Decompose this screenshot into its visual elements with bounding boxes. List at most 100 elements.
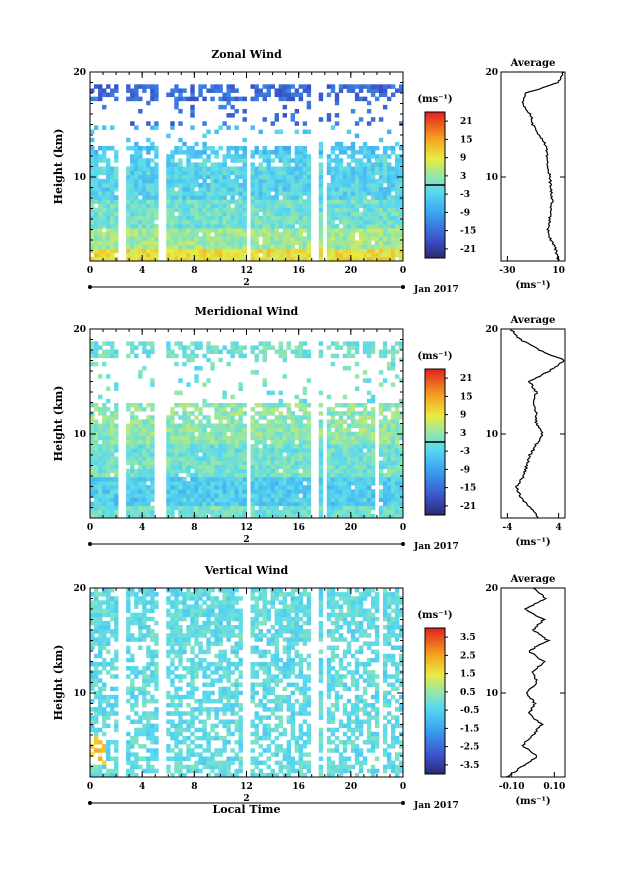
heatmap-cell xyxy=(282,203,288,208)
heatmap-cell xyxy=(270,435,275,441)
heatmap-cell xyxy=(94,501,99,507)
heatmap-cell xyxy=(138,731,143,737)
heatmap-cell xyxy=(90,435,95,441)
heatmap-cell xyxy=(166,756,171,761)
heatmap-cell xyxy=(106,166,111,172)
heatmap-cell xyxy=(114,154,119,159)
heatmap-cell xyxy=(226,211,231,217)
heatmap-cell xyxy=(202,207,207,213)
heatmap-cell xyxy=(218,244,223,250)
heatmap-cell xyxy=(146,493,151,498)
heatmap-cell xyxy=(330,166,336,172)
heatmap-cell xyxy=(278,460,284,465)
heatmap-cell xyxy=(398,207,404,213)
heatmap-cell xyxy=(102,460,107,465)
heatmap-cell xyxy=(330,224,336,229)
heatmap-cell xyxy=(254,228,259,233)
heatmap-cell xyxy=(134,252,139,258)
heatmap-cell xyxy=(182,719,187,724)
heatmap-cell xyxy=(302,386,308,392)
heatmap-cell xyxy=(278,207,284,213)
heatmap-cell xyxy=(398,398,404,404)
heatmap-cell xyxy=(370,493,376,498)
heatmap-cell xyxy=(286,182,292,188)
heatmap-cell xyxy=(126,690,131,696)
heatmap-cell xyxy=(274,240,279,245)
heatmap-cell xyxy=(242,178,247,184)
heatmap-cell xyxy=(342,452,348,457)
heatmap-cell xyxy=(242,96,247,102)
heatmap-cell xyxy=(290,419,296,424)
heatmap-cell xyxy=(130,612,135,618)
heatmap-cell xyxy=(110,657,115,663)
heatmap-cell xyxy=(266,219,271,225)
heatmap-cell xyxy=(170,509,175,515)
heatmap-cell xyxy=(106,464,111,470)
heatmap-cell xyxy=(222,448,227,453)
heatmap-cell xyxy=(174,464,179,470)
heatmap-cell xyxy=(378,427,384,433)
heatmap-cell xyxy=(110,240,115,245)
heatmap-cell xyxy=(266,448,271,453)
heatmap-cell xyxy=(90,489,95,494)
heatmap-cell xyxy=(242,497,247,502)
heatmap-cell xyxy=(398,178,404,184)
heatmap-cell xyxy=(274,199,279,204)
heatmap-cell xyxy=(106,596,111,601)
heatmap-cell xyxy=(178,150,183,155)
heatmap-cell xyxy=(378,219,384,225)
heatmap-cell xyxy=(286,444,292,449)
heatmap-cell xyxy=(362,444,368,449)
heatmap-cell xyxy=(274,88,279,93)
heatmap-cell xyxy=(106,740,111,745)
heatmap-cell xyxy=(278,415,284,420)
heatmap-cell xyxy=(90,345,95,350)
heatmap-cell xyxy=(342,402,348,408)
heatmap-cell xyxy=(110,435,115,441)
heatmap-cell xyxy=(258,170,263,176)
heatmap-cell xyxy=(382,236,388,241)
heatmap-cell xyxy=(342,187,348,192)
heatmap-cell xyxy=(334,166,340,172)
heatmap-cell xyxy=(382,228,388,233)
heatmap-cell xyxy=(194,513,199,519)
heatmap-cell xyxy=(110,145,115,151)
heatmap-cell xyxy=(138,199,143,204)
heatmap-cell xyxy=(194,170,199,176)
heatmap-cell xyxy=(150,678,155,683)
heatmap-cell xyxy=(186,236,191,241)
heatmap-cell xyxy=(394,493,400,498)
heatmap-cell xyxy=(334,203,340,208)
heatmap-cell xyxy=(334,476,340,482)
heatmap-cell xyxy=(298,481,304,486)
heatmap-cell xyxy=(186,154,191,159)
heatmap-cell xyxy=(382,427,388,433)
heatmap-cell xyxy=(266,228,271,233)
heatmap-cell xyxy=(330,415,336,420)
heatmap-cell xyxy=(182,772,187,778)
heatmap-cell xyxy=(170,629,175,634)
heatmap-cell xyxy=(350,191,356,196)
heatmap-cell xyxy=(242,211,247,217)
heatmap-cell xyxy=(186,240,191,245)
heatmap-cell xyxy=(250,252,255,258)
heatmap-cell xyxy=(290,456,296,461)
heatmap-cell xyxy=(362,468,368,474)
heatmap-cell xyxy=(134,485,139,490)
heatmap-cell xyxy=(94,485,99,490)
heatmap-cell xyxy=(182,402,187,408)
heatmap-cell xyxy=(346,489,352,494)
heatmap-cell xyxy=(170,92,175,98)
heatmap-cell xyxy=(146,485,151,490)
heatmap-cell xyxy=(226,509,231,515)
heatmap-cell xyxy=(126,88,131,93)
heatmap-cell xyxy=(106,460,111,465)
heatmap-cell xyxy=(110,219,115,225)
heatmap-cell xyxy=(222,415,227,420)
heatmap-cell xyxy=(398,191,404,196)
heatmap-cell xyxy=(330,248,336,254)
heatmap-cell xyxy=(130,345,135,350)
heatmap-cell xyxy=(266,215,271,221)
heatmap-cell xyxy=(286,219,292,225)
heatmap-cell xyxy=(146,145,151,151)
